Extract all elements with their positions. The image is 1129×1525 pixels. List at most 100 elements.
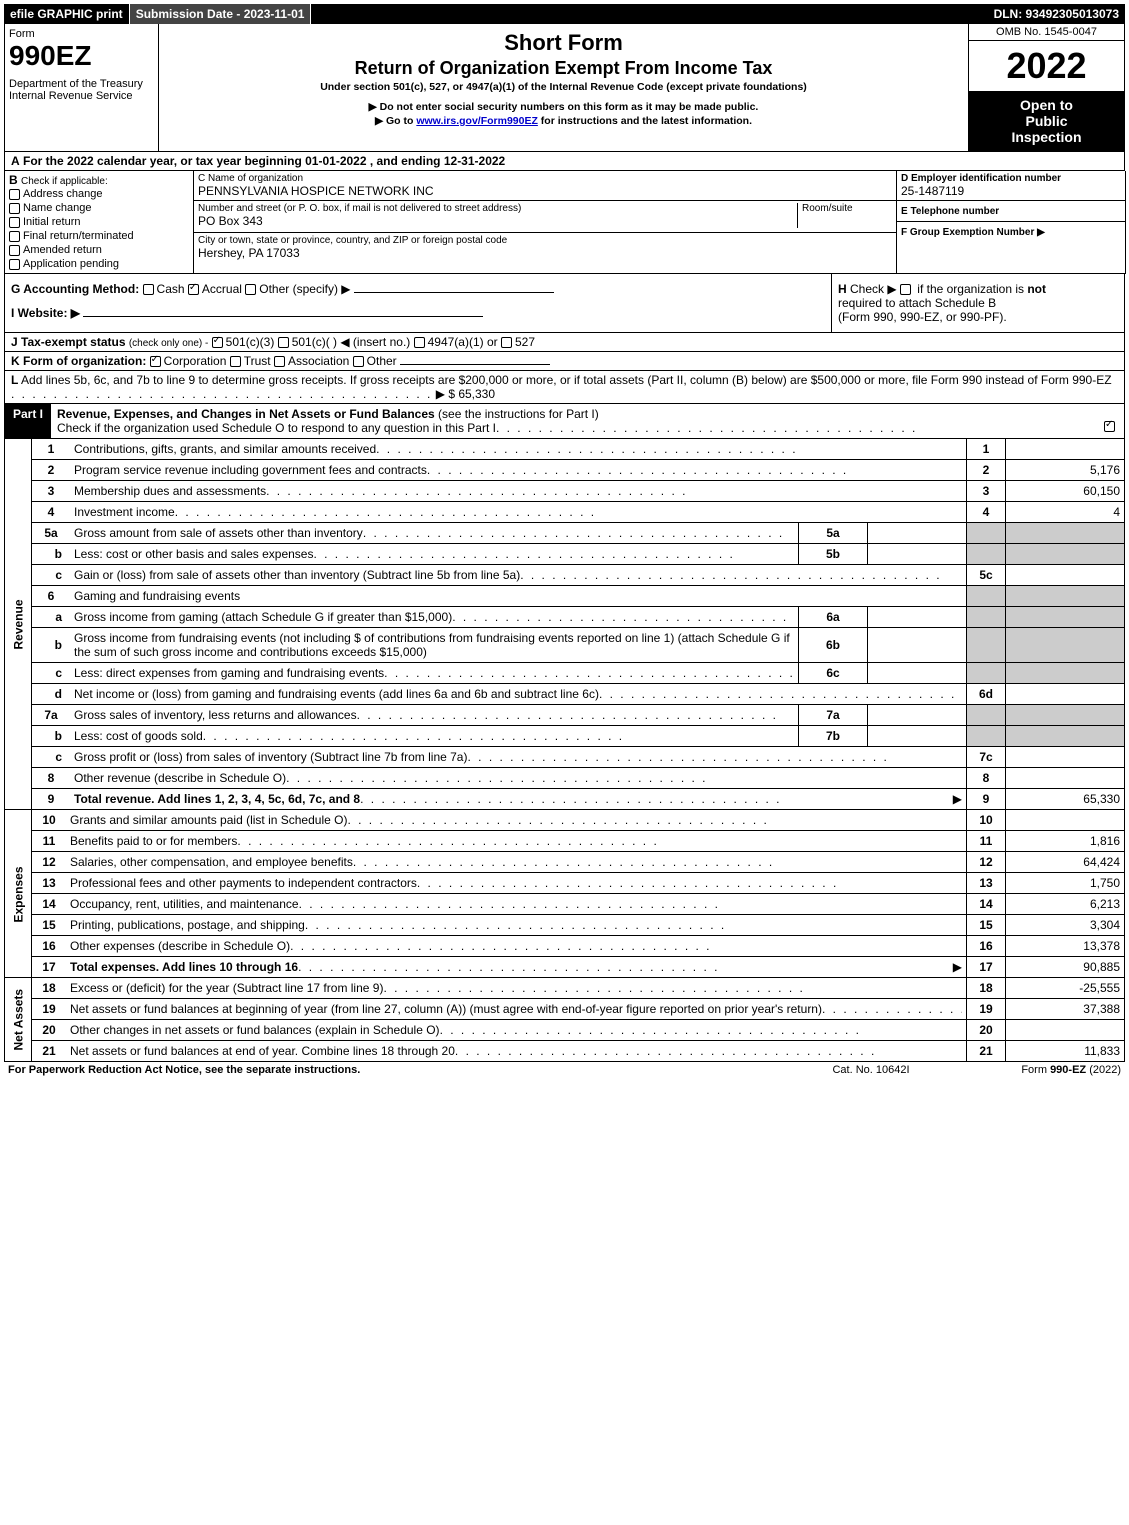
line-amount: 1,750	[1006, 873, 1125, 894]
gray-cell	[967, 544, 1006, 565]
line-ref: 5c	[967, 565, 1006, 586]
line-num: 8	[32, 768, 71, 789]
k-opt[interactable]: Association	[274, 354, 353, 368]
h-text1: Check ▶	[850, 282, 897, 296]
j-opt[interactable]: 501(c)( ) ◀ (insert no.)	[278, 335, 414, 349]
dept-irs: Internal Revenue Service	[9, 90, 154, 102]
gray-cell	[1006, 726, 1125, 747]
gray-cell	[967, 586, 1006, 607]
inner-ref: 7b	[799, 726, 868, 747]
header-right: OMB No. 1545-0047 2022 Open to Public In…	[968, 24, 1124, 151]
b-checkboxes: Address changeName changeInitial returnF…	[9, 187, 189, 271]
k-opt[interactable]: Corporation	[150, 354, 230, 368]
title-return: Return of Organization Exempt From Incom…	[163, 58, 964, 79]
note2-post: for instructions and the latest informat…	[538, 115, 752, 127]
part1-checkbox[interactable]	[1104, 421, 1115, 432]
gray-cell	[1006, 628, 1125, 663]
h-text2: if the organization is	[917, 282, 1027, 296]
line-num: 14	[32, 894, 67, 915]
h-checkbox[interactable]	[900, 284, 911, 295]
line-desc: Net assets or fund balances at end of ye…	[66, 1041, 967, 1062]
note-goto: ▶ Go to www.irs.gov/Form990EZ for instru…	[163, 115, 964, 127]
line-12: 12Salaries, other compensation, and empl…	[5, 852, 1125, 873]
line-num: b	[32, 726, 71, 747]
line-num: 18	[32, 978, 67, 999]
line-ref: 16	[967, 936, 1006, 957]
j-opt[interactable]: 4947(a)(1) or	[414, 335, 501, 349]
checkbox-initial-return[interactable]: Initial return	[9, 215, 189, 229]
line-9: 9Total revenue. Add lines 1, 2, 3, 4, 5c…	[5, 789, 1125, 810]
line-amount: 64,424	[1006, 852, 1125, 873]
line-c: cGain or (loss) from sale of assets othe…	[5, 565, 1125, 586]
line-amount	[1006, 768, 1125, 789]
line-num: c	[32, 565, 71, 586]
line-ref: 17	[967, 957, 1006, 978]
g-opt-accrual[interactable]: Accrual	[188, 282, 245, 296]
line-amount: 60,150	[1006, 481, 1125, 502]
line-ref: 1	[967, 439, 1006, 460]
line-amount: 5,176	[1006, 460, 1125, 481]
expenses-table: Expenses10Grants and similar amounts pai…	[4, 810, 1125, 978]
gray-cell	[967, 607, 1006, 628]
j-label: J Tax-exempt status	[11, 335, 126, 349]
line-ref: 14	[967, 894, 1006, 915]
line-ref: 9	[967, 789, 1006, 810]
line-desc: Investment income	[70, 502, 967, 523]
checkbox-amended-return[interactable]: Amended return	[9, 243, 189, 257]
line-amount	[1006, 747, 1125, 768]
inner-ref: 6b	[799, 628, 868, 663]
line-2: 2Program service revenue including gover…	[5, 460, 1125, 481]
gray-cell	[1006, 705, 1125, 726]
line-desc: Salaries, other compensation, and employ…	[66, 852, 967, 873]
line-desc: Other expenses (describe in Schedule O)	[66, 936, 967, 957]
inner-ref: 6a	[799, 607, 868, 628]
line-desc: Gross income from fundraising events (no…	[70, 628, 799, 663]
revenue-table: Revenue1Contributions, gifts, grants, an…	[4, 439, 1125, 810]
line-desc: Gross income from gaming (attach Schedul…	[70, 607, 799, 628]
k-opt[interactable]: Trust	[230, 354, 274, 368]
line-num: 12	[32, 852, 67, 873]
section-l: L Add lines 5b, 6c, and 7b to line 9 to …	[4, 371, 1125, 404]
section-def: D Employer identification number 25-1487…	[897, 171, 1126, 274]
j-opt[interactable]: 501(c)(3)	[212, 335, 278, 349]
g-opt-other-specify-[interactable]: Other (specify) ▶	[245, 282, 354, 296]
form-header: Form 990EZ Department of the Treasury In…	[4, 24, 1125, 152]
line-desc: Program service revenue including govern…	[70, 460, 967, 481]
line-13: 13Professional fees and other payments t…	[5, 873, 1125, 894]
footer-right: Form 990-EZ (2022)	[971, 1064, 1121, 1076]
line-amount: 13,378	[1006, 936, 1125, 957]
g-opt-cash[interactable]: Cash	[143, 282, 188, 296]
k-opt[interactable]: Other	[353, 354, 400, 368]
irs-link[interactable]: www.irs.gov/Form990EZ	[416, 115, 538, 127]
line-15: 15Printing, publications, postage, and s…	[5, 915, 1125, 936]
checkbox-final-return-terminated[interactable]: Final return/terminated	[9, 229, 189, 243]
line-ref: 2	[967, 460, 1006, 481]
part1-title-wrap: Revenue, Expenses, and Changes in Net As…	[51, 404, 1124, 438]
line-num: 17	[32, 957, 67, 978]
website-value	[83, 316, 483, 317]
inspect3: Inspection	[973, 129, 1120, 145]
line-ref: 11	[967, 831, 1006, 852]
line-amount	[1006, 439, 1125, 460]
line-num: 10	[32, 810, 67, 831]
footer: For Paperwork Reduction Act Notice, see …	[4, 1062, 1125, 1078]
section-j: J Tax-exempt status (check only one) - 5…	[4, 333, 1125, 352]
line-num: 6	[32, 586, 71, 607]
room-label: Room/suite	[802, 203, 892, 214]
subtitle: Under section 501(c), 527, or 4947(a)(1)…	[163, 81, 964, 93]
j-opt[interactable]: 527	[501, 335, 535, 349]
efile-print[interactable]: efile GRAPHIC print	[4, 4, 130, 24]
line-num: 16	[32, 936, 67, 957]
i-label: I Website: ▶	[11, 306, 80, 320]
line-a: aGross income from gaming (attach Schedu…	[5, 607, 1125, 628]
line-4: 4Investment income44	[5, 502, 1125, 523]
checkbox-application-pending[interactable]: Application pending	[9, 257, 189, 271]
checkbox-address-change[interactable]: Address change	[9, 187, 189, 201]
l-text: Add lines 5b, 6c, and 7b to line 9 to de…	[21, 373, 1112, 387]
gray-cell	[967, 663, 1006, 684]
line-amount: 1,816	[1006, 831, 1125, 852]
open-inspection: Open to Public Inspection	[969, 91, 1124, 151]
checkbox-name-change[interactable]: Name change	[9, 201, 189, 215]
line-desc: Gross sales of inventory, less returns a…	[70, 705, 799, 726]
g-options: Cash Accrual Other (specify) ▶	[143, 282, 354, 296]
